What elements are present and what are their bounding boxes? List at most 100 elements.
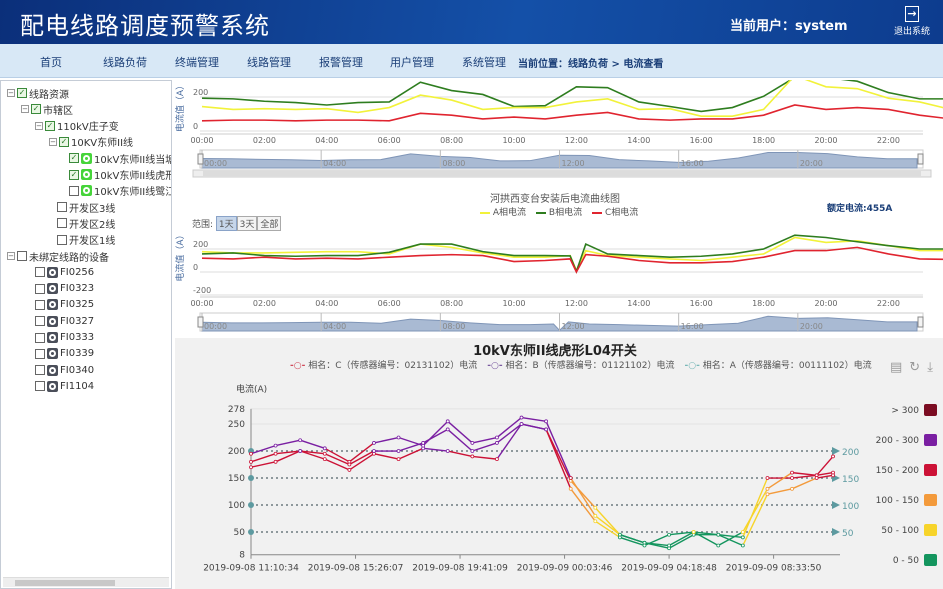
checkbox[interactable]: ✓ [45, 120, 55, 131]
tree-node[interactable]: FI0340 [35, 363, 94, 377]
x-tick-label: 02:00 [253, 136, 276, 145]
visual-map-swatch[interactable] [924, 404, 937, 416]
series-segment [791, 474, 817, 479]
nav-system[interactable]: 系统管理 [462, 56, 506, 69]
tree-node[interactable]: − ✓ 线路资源 [7, 86, 69, 101]
legend-phase-c[interactable]: -○- 相名：C（传感器编号：02131102）电流 [290, 361, 478, 371]
checkbox[interactable]: ✓ [69, 169, 79, 180]
tree-node[interactable]: − ✓ 市辖区 [21, 102, 73, 117]
checkbox[interactable] [57, 202, 67, 213]
legend-b[interactable]: B相电流 [536, 205, 582, 218]
visual-map-swatch[interactable] [924, 524, 937, 536]
visual-map-swatch[interactable] [924, 494, 937, 506]
checkbox[interactable]: ✓ [17, 88, 27, 98]
navigator-tick-label: 08:00 [442, 322, 465, 331]
scrollbar-thumb[interactable] [203, 171, 921, 176]
x-tick-label: 22:00 [877, 136, 900, 145]
collapse-toggle-icon[interactable]: − [49, 137, 57, 146]
mark-line-start [248, 502, 254, 509]
tree-node[interactable]: ✓ 10kV东师II线当塘L0 [69, 151, 171, 166]
tree-node[interactable]: − ✓ 10KV东师II线 [49, 135, 133, 149]
download-icon[interactable]: ⤓ [927, 360, 933, 375]
y-axis-label: 电流(A) [236, 385, 268, 395]
visual-map-label: 200 - 300 [876, 436, 920, 446]
series-segment [816, 471, 834, 477]
nav-alarm[interactable]: 报警管理 [319, 56, 363, 69]
checkbox[interactable] [35, 365, 45, 376]
tree-node[interactable]: 开发区3线 [57, 200, 115, 215]
tree-node-label: 10kV东师II线当塘L0 [94, 154, 171, 166]
device-icon [81, 152, 92, 164]
data-point [642, 543, 647, 548]
tree-node[interactable]: FI1104 [35, 379, 94, 393]
visual-map-swatch[interactable] [924, 554, 937, 566]
tree-node-label: 10kV东师II线虎形L0 [94, 171, 171, 182]
range-3day-button[interactable]: 3天 [236, 216, 258, 231]
checkbox[interactable] [35, 348, 45, 359]
checkbox[interactable]: ✓ [69, 153, 79, 164]
tree-node[interactable]: FI0327 [35, 314, 94, 328]
data-point [322, 446, 327, 451]
checkbox[interactable]: ✓ [59, 136, 69, 147]
navigator-left-handle[interactable] [197, 316, 204, 328]
checkbox[interactable] [35, 381, 45, 392]
nav-user[interactable]: 用户管理 [390, 56, 434, 69]
legend-a[interactable]: A相电流 [480, 205, 526, 218]
collapse-toggle-icon[interactable]: − [21, 105, 29, 114]
navigator-tick-label: 16:00 [681, 159, 704, 168]
visual-map-swatch[interactable] [924, 464, 937, 476]
tree-node-label: FI0325 [60, 299, 95, 311]
series-segment [373, 453, 399, 460]
tree-node[interactable]: 开发区2线 [57, 216, 115, 231]
checkbox[interactable] [57, 218, 67, 229]
data-view-icon[interactable]: ▤ [890, 360, 903, 375]
data-point [396, 457, 401, 462]
range-1day-button[interactable]: 1天 [215, 216, 237, 231]
y-tick-label: 200 [193, 240, 208, 249]
tree-node[interactable]: ✓ 10kV东师II线虎形L0 [69, 168, 171, 182]
tree-node[interactable]: − ✓ 110kV庄子变 [35, 119, 119, 133]
tree-node[interactable]: FI0333 [35, 331, 94, 345]
series-segment [594, 520, 621, 539]
logout-button[interactable]: → 退出系统 [892, 6, 932, 42]
tree-node[interactable]: FI0339 [35, 347, 94, 361]
checkbox[interactable] [17, 251, 27, 261]
range-all-button[interactable]: 全部 [257, 216, 282, 231]
series-segment [619, 536, 645, 547]
legend-c[interactable]: C相电流 [592, 205, 638, 218]
checkbox[interactable] [69, 185, 79, 196]
nav-line-load[interactable]: 线路负荷 [103, 56, 147, 69]
nav-home[interactable]: 首页 [40, 56, 62, 69]
checkbox[interactable] [35, 332, 45, 343]
y-tick-label: 250 [228, 420, 245, 430]
tree-node[interactable]: 10kV东师II线鹭江L0 [69, 184, 171, 198]
tree-node[interactable]: − 未绑定线路的设备 [7, 249, 109, 264]
scroll-thumb[interactable] [15, 580, 115, 586]
checkbox[interactable]: ✓ [31, 104, 41, 115]
data-point [740, 530, 745, 534]
legend-phase-a[interactable]: -○- 相名：A（传感器编号：00111102）电流 [684, 361, 872, 371]
nav-terminal[interactable]: 终端管理 [175, 56, 219, 69]
tree-node[interactable]: FI0323 [35, 282, 94, 296]
tree-node[interactable]: FI0325 [35, 298, 94, 312]
checkbox[interactable] [35, 267, 45, 278]
horizontal-scrollbar[interactable] [3, 577, 169, 587]
checkbox[interactable] [35, 299, 45, 310]
tree-node[interactable]: FI0256 [35, 265, 94, 279]
collapse-toggle-icon[interactable]: − [35, 121, 43, 130]
navigator-right-handle[interactable] [917, 153, 924, 165]
checkbox[interactable] [35, 316, 45, 327]
tree-node[interactable]: 开发区1线 [57, 233, 115, 247]
legend-phase-b[interactable]: -○- 相名：B（传感器编号：01121102）电流 [487, 361, 675, 371]
refresh-icon[interactable]: ↻ [909, 360, 921, 375]
navigator-right-handle[interactable] [917, 316, 924, 328]
navigator-left-handle[interactable] [197, 153, 204, 165]
visual-map-swatch[interactable] [924, 434, 937, 446]
checkbox[interactable] [57, 234, 67, 245]
device-icon [47, 332, 58, 343]
nav-line-mgmt[interactable]: 线路管理 [247, 56, 291, 69]
collapse-toggle-icon[interactable]: − [7, 89, 15, 97]
collapse-toggle-icon[interactable]: − [7, 252, 15, 260]
checkbox[interactable] [35, 283, 45, 294]
series-segment [521, 423, 547, 431]
